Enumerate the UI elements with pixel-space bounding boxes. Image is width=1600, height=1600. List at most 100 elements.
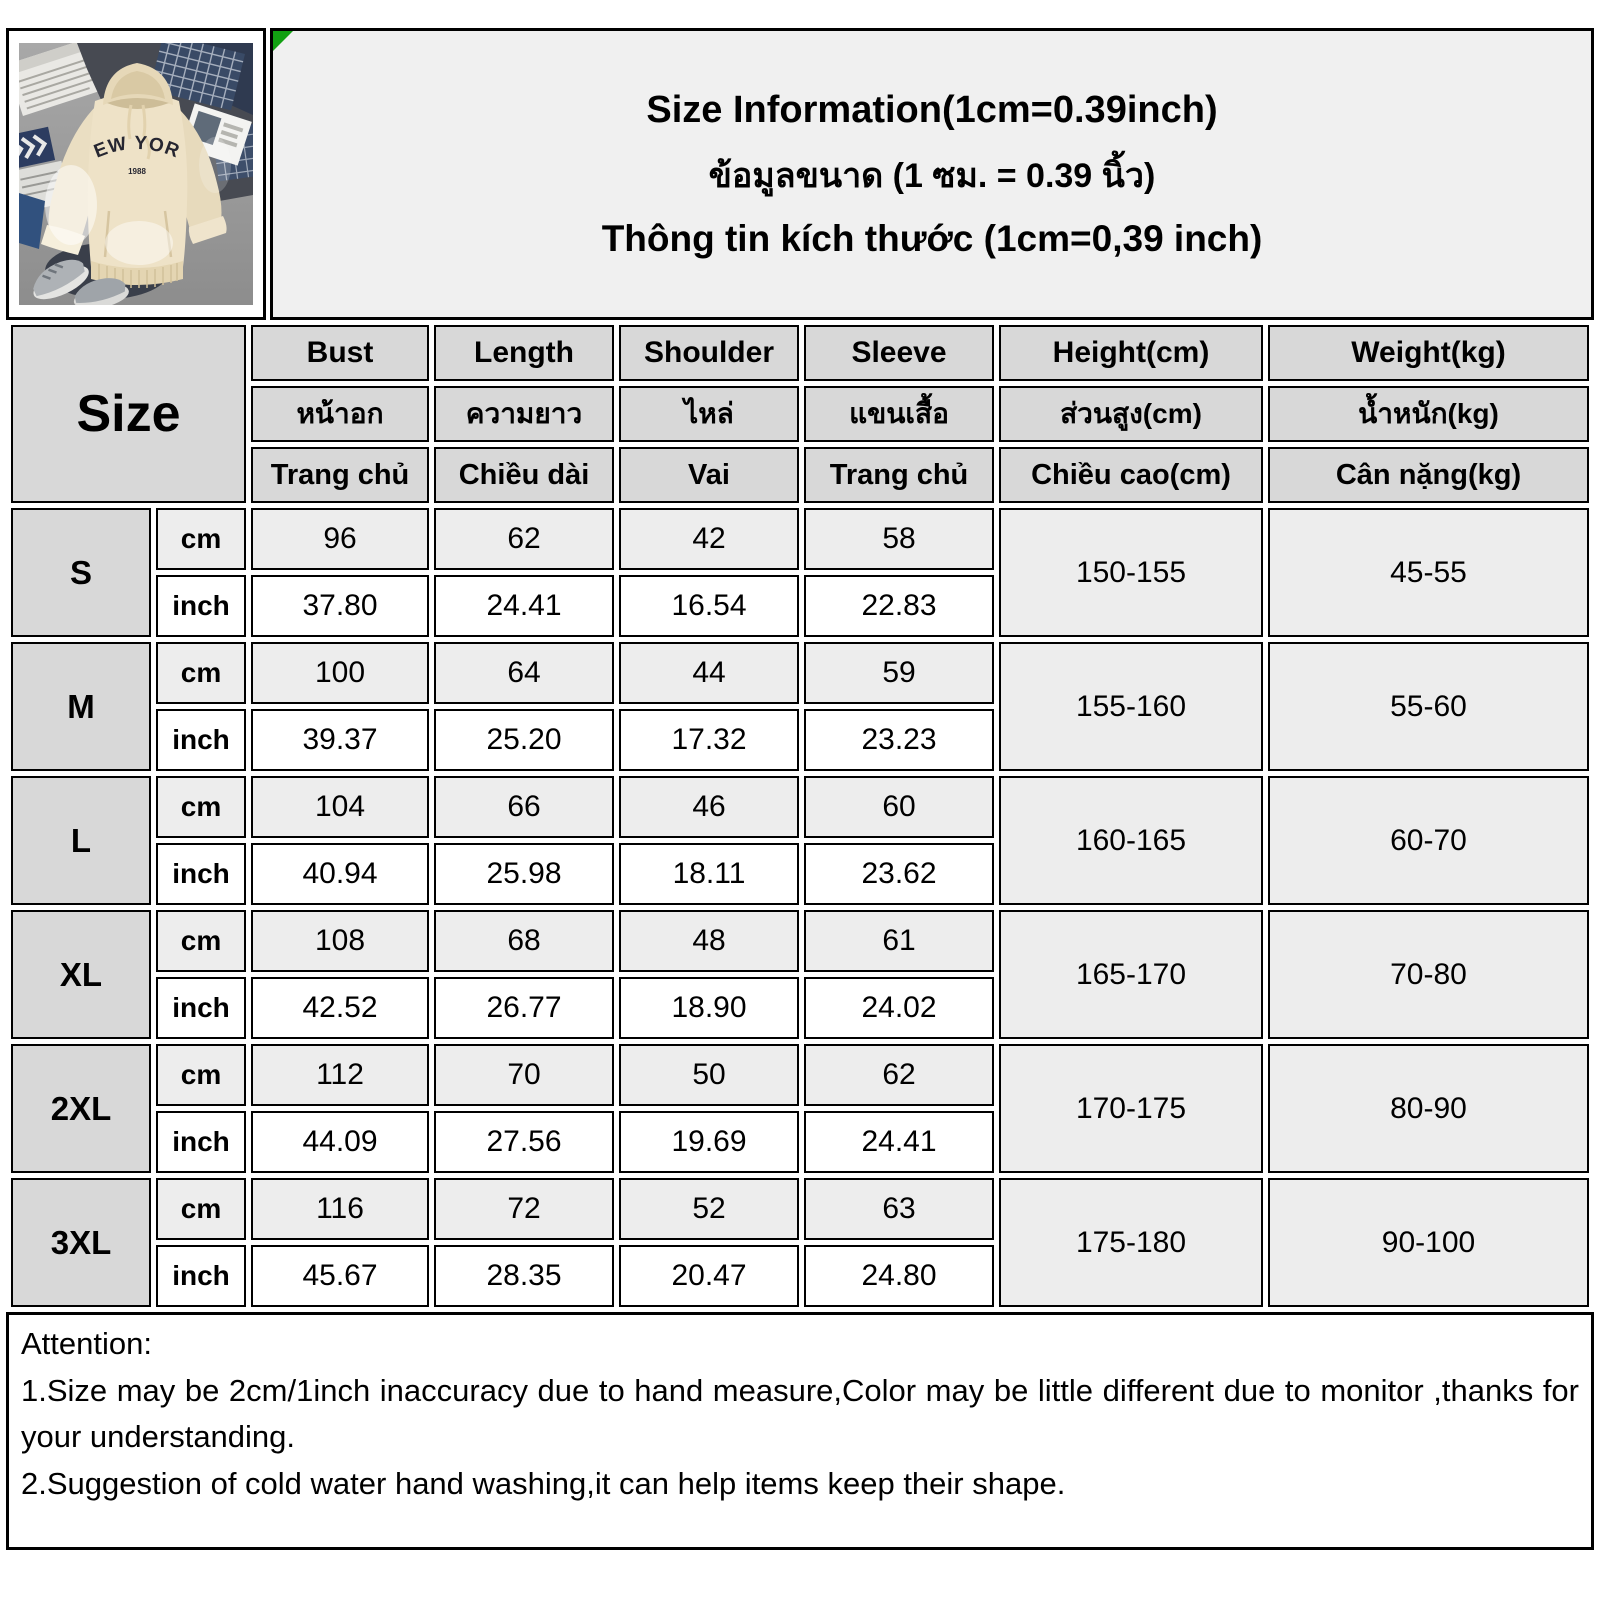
weight-range: 90-100: [1268, 1178, 1589, 1307]
table-row: S cm 96 62 42 58 150-155 45-55: [11, 508, 1589, 637]
table-row: inch 40.94 25.98 18.11 23.62: [11, 843, 1589, 905]
cell-value: 63: [804, 1178, 994, 1240]
size-table: Size Bust Length Shoulder Sleeve Height(…: [6, 320, 1594, 1312]
table-row: L cm 104 66 46 60 160-165 60-70: [11, 776, 1589, 905]
header-height-th: ส่วนสูง(cm): [999, 386, 1263, 442]
height-range: 160-165: [999, 776, 1263, 905]
cell-value: 64: [434, 642, 614, 704]
header-shoulder-vi: Vai: [619, 447, 799, 503]
size-l: L: [11, 776, 151, 905]
sneakers-graphic: [33, 259, 129, 305]
cell-value: 28.35: [434, 1245, 614, 1307]
cell-value: 37.80: [251, 575, 429, 637]
header-bust: Bust: [251, 325, 429, 381]
table-row: 2XL cm 112 70 50 62 170-175 80-90: [11, 1044, 1589, 1173]
cell-value: 18.11: [619, 843, 799, 905]
cell-value: 23.23: [804, 709, 994, 771]
denim-graphic: [19, 193, 45, 249]
table-row: XL cm 108 68 48 61 165-170 70-80: [11, 910, 1589, 1039]
header-sleeve-th: แขนเสื้อ: [804, 386, 994, 442]
header-length: Length: [434, 325, 614, 381]
product-photo: NEW YORK 1988: [6, 28, 266, 320]
cell-value: 25.98: [434, 843, 614, 905]
newspaper-graphic: [19, 43, 107, 116]
unit-inch: inch: [156, 575, 246, 637]
unit-inch: inch: [156, 709, 246, 771]
unit-inch: inch: [156, 1245, 246, 1307]
cell-value: 100: [251, 642, 429, 704]
table-row: inch 44.09 27.56 19.69 24.41: [11, 1111, 1589, 1173]
cell-value: 24.41: [804, 1111, 994, 1173]
weight-range: 70-80: [1268, 910, 1589, 1039]
title-panel: Size Information(1cm=0.39inch) ข้อมูลขนา…: [270, 28, 1594, 320]
header-shoulder: Shoulder: [619, 325, 799, 381]
weight-range: 55-60: [1268, 642, 1589, 771]
cell-value: 23.62: [804, 843, 994, 905]
cell-value: 25.20: [434, 709, 614, 771]
cell-value: 40.94: [251, 843, 429, 905]
cell-value: 60: [804, 776, 994, 838]
unit-cm: cm: [156, 1178, 246, 1240]
header-bust-th: หน้าอก: [251, 386, 429, 442]
product-photo-graphic: NEW YORK 1988: [19, 43, 253, 305]
height-range: 150-155: [999, 508, 1263, 637]
table-row: M cm 100 64 44 59 155-160 55-60: [11, 642, 1589, 771]
attention-note-2: 2.Suggestion of cold water hand washing,…: [21, 1465, 1066, 1501]
plaid-fabric-graphic: [149, 43, 246, 111]
header-weight-vi: Cân nặng(kg): [1268, 447, 1589, 503]
weight-range: 60-70: [1268, 776, 1589, 905]
cell-value: 16.54: [619, 575, 799, 637]
top-band: NEW YORK 1988: [6, 28, 1594, 320]
header-height-vi: Chiều cao(cm): [999, 447, 1263, 503]
cell-value: 46: [619, 776, 799, 838]
header-row-vietnamese: Trang chủ Chiều dài Vai Trang chủ Chiều …: [11, 447, 1589, 503]
cell-value: 52: [619, 1178, 799, 1240]
cell-value: 44.09: [251, 1111, 429, 1173]
header-sleeve-vi: Trang chủ: [804, 447, 994, 503]
cell-value: 27.56: [434, 1111, 614, 1173]
title-english: Size Information(1cm=0.39inch): [646, 88, 1218, 131]
unit-cm: cm: [156, 642, 246, 704]
weight-range: 45-55: [1268, 508, 1589, 637]
height-range: 155-160: [999, 642, 1263, 771]
cell-value: 96: [251, 508, 429, 570]
table-row: inch 39.37 25.20 17.32 23.23: [11, 709, 1589, 771]
height-range: 175-180: [999, 1178, 1263, 1307]
cell-value: 26.77: [434, 977, 614, 1039]
header-weight: Weight(kg): [1268, 325, 1589, 381]
cell-value: 39.37: [251, 709, 429, 771]
title-vietnamese: Thông tin kích thước (1cm=0,39 inch): [601, 217, 1263, 259]
cell-value: 48: [619, 910, 799, 972]
unit-inch: inch: [156, 1111, 246, 1173]
unit-cm: cm: [156, 910, 246, 972]
header-height: Height(cm): [999, 325, 1263, 381]
cell-value: 19.69: [619, 1111, 799, 1173]
cell-value: 42: [619, 508, 799, 570]
size-s: S: [11, 508, 151, 637]
cell-value: 112: [251, 1044, 429, 1106]
weight-range: 80-90: [1268, 1044, 1589, 1173]
size-header: Size: [11, 325, 246, 503]
cell-value: 66: [434, 776, 614, 838]
cell-value: 70: [434, 1044, 614, 1106]
cell-value: 17.32: [619, 709, 799, 771]
attention-heading: Attention:: [21, 1326, 152, 1361]
table-row: inch 45.67 28.35 20.47 24.80: [11, 1245, 1589, 1307]
corner-flag-icon: [273, 31, 293, 51]
cell-value: 18.90: [619, 977, 799, 1039]
attention-panel: Attention: 1.Size may be 2cm/1inch inacc…: [6, 1312, 1594, 1550]
size-m: M: [11, 642, 151, 771]
cell-value: 59: [804, 642, 994, 704]
size-xl: XL: [11, 910, 151, 1039]
header-length-vi: Chiều dài: [434, 447, 614, 503]
cell-value: 61: [804, 910, 994, 972]
cell-value: 50: [619, 1044, 799, 1106]
header-row-thai: หน้าอก ความยาว ไหล่ แขนเสื้อ ส่วนสูง(cm)…: [11, 386, 1589, 442]
cell-value: 45.67: [251, 1245, 429, 1307]
cell-value: 68: [434, 910, 614, 972]
cell-value: 20.47: [619, 1245, 799, 1307]
unit-inch: inch: [156, 977, 246, 1039]
unit-cm: cm: [156, 1044, 246, 1106]
cell-value: 24.02: [804, 977, 994, 1039]
height-range: 165-170: [999, 910, 1263, 1039]
